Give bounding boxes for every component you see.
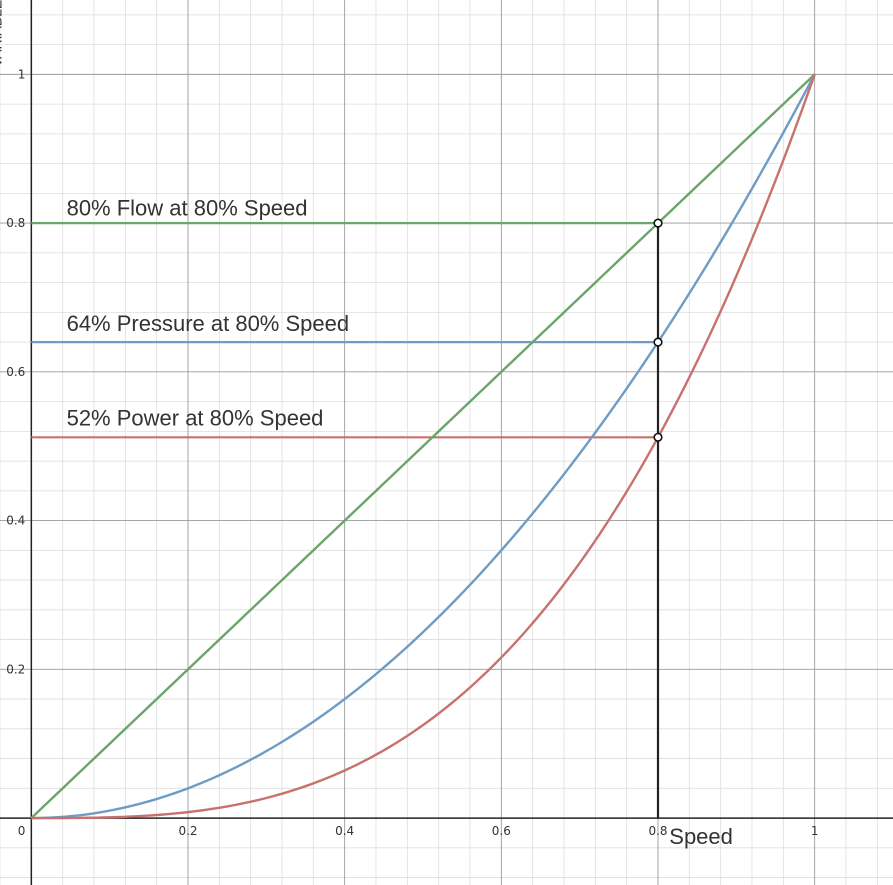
origin-tick-label: 0 — [18, 824, 26, 838]
reference-lines — [31, 222, 660, 819]
y-tick-label: 0.2 — [6, 662, 25, 676]
power-curve — [31, 73, 816, 820]
x-tick-label: 0.8 — [648, 824, 667, 838]
intersection-point — [653, 432, 663, 442]
annotations: 80% Flow at 80% Speed 64% Pressure at 80%… — [67, 196, 350, 431]
annotation-label: 80% Flow at 80% Speed — [67, 196, 308, 221]
x-tick-label: 1 — [811, 824, 819, 838]
flow-curve — [30, 73, 816, 819]
intersection-point — [653, 337, 663, 347]
series-curves — [30, 73, 816, 820]
y-tick-label: 0.6 — [6, 365, 25, 379]
y-tick-label: 1 — [18, 67, 26, 81]
x-tick-label: 0.4 — [335, 824, 354, 838]
x-tick-label: 0.2 — [178, 824, 197, 838]
y-tick-label: 0.8 — [6, 216, 25, 230]
x-tick-label: 0.6 — [492, 824, 511, 838]
axis-titles: Speed VARIABLE — [0, 0, 733, 849]
y-tick-label: 0.4 — [6, 514, 25, 528]
annotation-label: 64% Pressure at 80% Speed — [67, 311, 350, 336]
tick-labels: 0.2 0.4 0.6 0.8 1 0.2 0.4 0.6 0.8 1 0 — [6, 67, 818, 838]
annotation-label: 52% Power at 80% Speed — [67, 405, 324, 430]
marked-points — [653, 218, 663, 442]
pressure-curve — [31, 73, 816, 820]
x-axis-title: Speed — [669, 824, 733, 849]
y-axis-title: VARIABLE — [0, 0, 4, 67]
intersection-point — [653, 218, 663, 228]
